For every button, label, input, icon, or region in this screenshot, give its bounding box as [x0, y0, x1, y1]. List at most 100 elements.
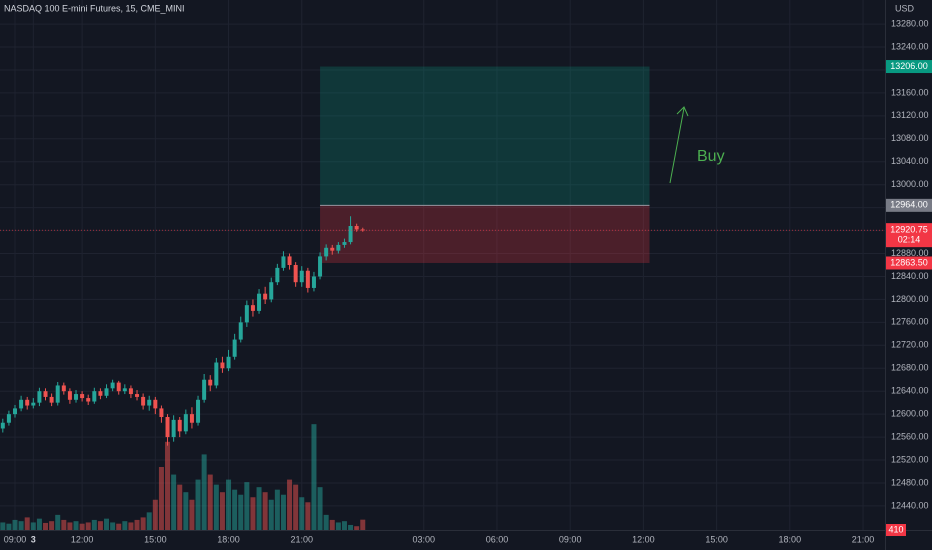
price-label-bg [886, 223, 932, 248]
volume-bar [61, 519, 67, 530]
volume-bar [293, 484, 299, 530]
volume-bar [110, 522, 116, 530]
candle-body [159, 408, 164, 418]
x-tick-label: 15:00 [705, 534, 728, 544]
y-tick-label: 12560.00 [891, 431, 929, 441]
profit-zone [320, 66, 650, 206]
candle-body [13, 408, 18, 415]
volume-label: 410 [888, 524, 903, 534]
volume-bar [18, 521, 24, 530]
candle-body [257, 293, 262, 311]
candle-body [128, 388, 133, 395]
candle-body [244, 305, 249, 323]
x-tick-label: 21:00 [290, 534, 313, 544]
candle-body [55, 385, 60, 403]
y-tick-label: 13280.00 [891, 18, 929, 28]
volume-bar [317, 487, 323, 530]
y-tick-label: 13120.00 [891, 110, 929, 120]
volume-label-bg [886, 524, 906, 536]
volume-bar [30, 522, 36, 530]
volume-bar [287, 479, 293, 530]
plot [0, 66, 885, 530]
volume-bar [97, 521, 103, 530]
price-label: 12863.50 [890, 257, 928, 267]
volume-bar [323, 514, 329, 530]
candle-body [110, 382, 115, 389]
volume-bar [360, 519, 366, 530]
candle-body [31, 402, 36, 406]
candle-body [116, 382, 121, 392]
grid [0, 0, 885, 530]
candle-body [318, 256, 323, 277]
volume-bar [232, 489, 238, 530]
candle-body [183, 414, 188, 432]
volume-bar [12, 519, 18, 530]
volume-bar [226, 479, 232, 530]
volume-bar [311, 424, 317, 530]
candle-body [354, 225, 359, 230]
x-tick-label: 15:00 [144, 534, 167, 544]
volume-bar [238, 494, 244, 530]
volume-bar [55, 514, 61, 530]
candle-body [202, 379, 207, 400]
candle-body [226, 356, 231, 369]
candle-body [238, 322, 243, 340]
volume-bar [244, 482, 250, 530]
candle-body [214, 362, 219, 386]
candle-body [263, 293, 268, 300]
candle-body [25, 399, 30, 406]
candle-body [0, 422, 5, 429]
y-tick-label: 12880.00 [891, 248, 929, 258]
volume-bar [158, 467, 164, 530]
volume-bar [140, 517, 146, 530]
annotation-text: Buy [697, 148, 725, 165]
candle-body [275, 267, 280, 283]
volume-bar [195, 479, 201, 530]
volume-bar [43, 522, 49, 530]
volume-bar [268, 499, 274, 530]
volume-bar [0, 522, 6, 530]
y-tick-label: 12640.00 [891, 386, 929, 396]
candle-body [86, 398, 91, 402]
x-tick-label: 18:00 [217, 534, 240, 544]
y-tick-label: 12800.00 [891, 294, 929, 304]
volume-bar [189, 499, 195, 530]
volume-bar [341, 521, 347, 530]
x-tick-label: 21:00 [852, 534, 875, 544]
candle-body [360, 229, 365, 231]
annotation-arrow [669, 107, 685, 184]
candle-body [177, 419, 182, 432]
x-tick-label: 18:00 [779, 534, 802, 544]
volume-bar [207, 474, 213, 530]
candle-body [311, 276, 316, 288]
y-tick-label: 13000.00 [891, 179, 929, 189]
volume-bar [256, 487, 262, 530]
x-tick-label: 12:00 [632, 534, 655, 544]
price-label-bg [886, 256, 932, 270]
candle-body [122, 388, 127, 392]
volume-bar [36, 518, 42, 530]
volume-bar [116, 523, 122, 530]
candle-body [196, 399, 201, 423]
y-tick-label: 12720.00 [891, 340, 929, 350]
candle-body [171, 419, 176, 438]
volume-bar [85, 522, 91, 530]
y-tick-label: 13240.00 [891, 41, 929, 51]
y-tick-label: 12480.00 [891, 477, 929, 487]
candle-body [336, 244, 341, 251]
price-label: 13206.00 [890, 61, 928, 71]
candle-body [80, 394, 85, 399]
candle-body [74, 394, 79, 400]
volume-bar [213, 484, 219, 530]
volume-bar [177, 484, 183, 530]
y-tick-label: 12520.00 [891, 454, 929, 464]
volume-bar [348, 524, 354, 530]
candle-body [250, 305, 255, 311]
candle-body [299, 270, 304, 283]
candle-body [67, 391, 72, 400]
volume-bar [183, 492, 189, 530]
volume-bar [152, 499, 158, 530]
volume-bar [305, 502, 311, 530]
y-tick-label: 12440.00 [891, 500, 929, 510]
